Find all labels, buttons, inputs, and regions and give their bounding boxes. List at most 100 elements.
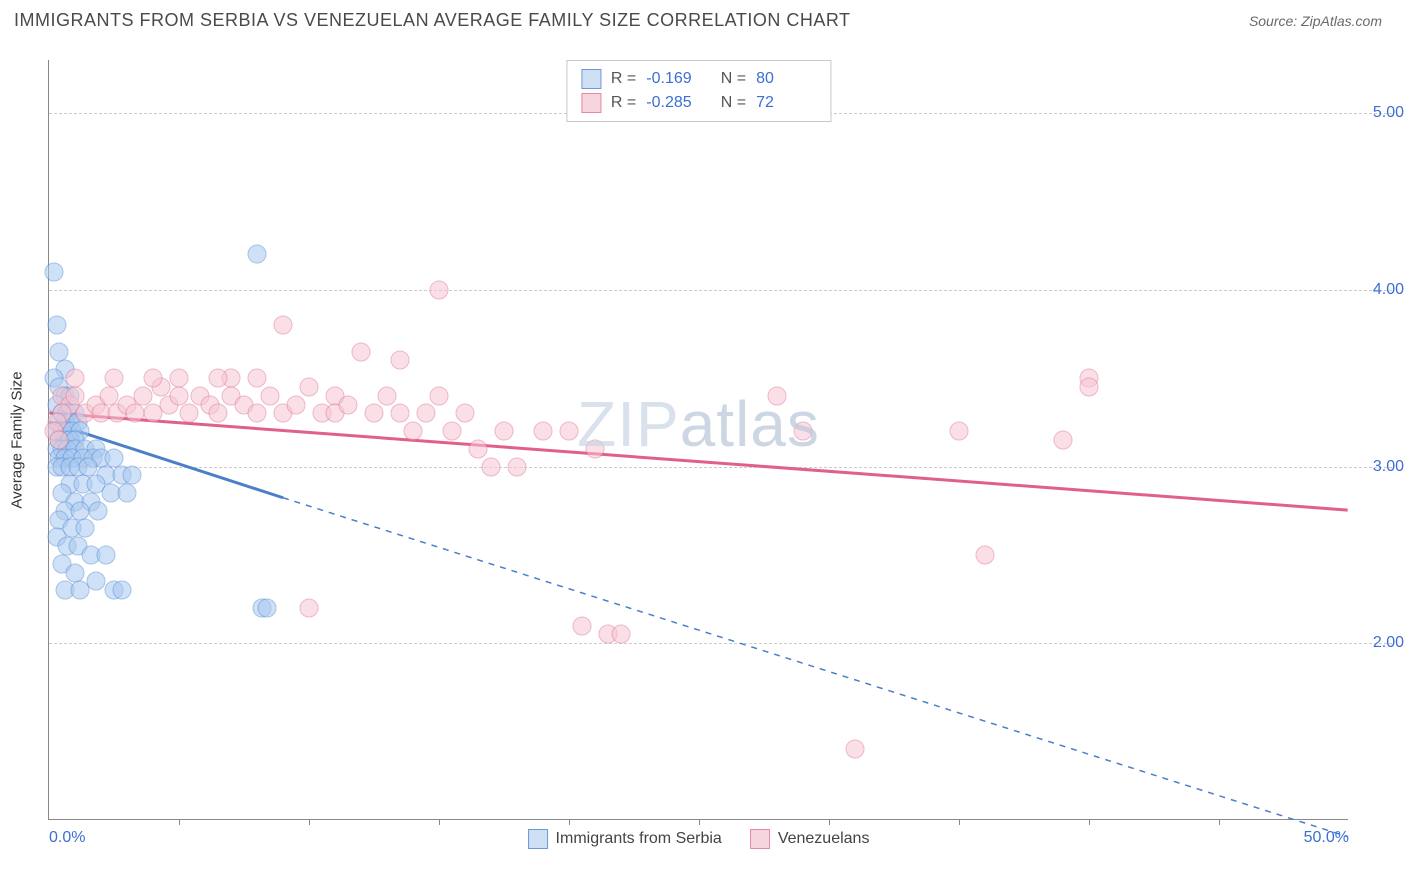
data-point-venezuela: [1054, 431, 1073, 450]
data-point-serbia: [105, 448, 124, 467]
data-point-venezuela: [248, 369, 267, 388]
legend-label-serbia: Immigrants from Serbia: [556, 830, 722, 848]
y-tick-label: 2.00: [1373, 634, 1404, 652]
data-point-serbia: [71, 501, 90, 520]
x-tick-label: 0.0%: [49, 829, 85, 847]
data-point-venezuela: [99, 386, 118, 405]
legend-item-venezuela: Venezuelans: [750, 829, 870, 849]
chart-plot-area: ZIPatlas 2.003.004.005.00 Average Family…: [48, 60, 1348, 820]
data-point-serbia: [76, 519, 95, 538]
x-tick-mark: [439, 819, 440, 825]
data-point-venezuela: [365, 404, 384, 423]
x-tick-mark: [1089, 819, 1090, 825]
data-point-serbia: [66, 563, 85, 582]
r-value-serbia: -0.169: [646, 70, 706, 88]
data-point-serbia: [50, 342, 69, 361]
data-point-serbia: [112, 581, 131, 600]
data-point-venezuela: [274, 316, 293, 335]
data-point-venezuela: [950, 422, 969, 441]
x-tick-mark: [1219, 819, 1220, 825]
x-tick-mark: [959, 819, 960, 825]
x-tick-mark: [829, 819, 830, 825]
data-point-serbia: [248, 245, 267, 264]
data-point-venezuela: [391, 404, 410, 423]
data-point-serbia: [79, 457, 98, 476]
data-point-serbia: [45, 263, 64, 282]
data-point-venezuela: [976, 545, 995, 564]
data-point-venezuela: [300, 598, 319, 617]
data-point-venezuela: [261, 386, 280, 405]
data-point-venezuela: [430, 280, 449, 299]
data-point-venezuela: [50, 431, 69, 450]
data-point-venezuela: [339, 395, 358, 414]
data-point-serbia: [118, 484, 137, 503]
y-tick-label: 5.00: [1373, 104, 1404, 122]
data-point-venezuela: [180, 404, 199, 423]
data-point-venezuela: [66, 386, 85, 405]
n-value-venezuela: 72: [756, 94, 816, 112]
data-point-venezuela: [144, 369, 163, 388]
data-point-venezuela: [378, 386, 397, 405]
trend-line-venezuela: [49, 413, 1347, 510]
chart-title: IMMIGRANTS FROM SERBIA VS VENEZUELAN AVE…: [14, 10, 851, 31]
data-point-venezuela: [456, 404, 475, 423]
trend-lines: [49, 60, 1348, 819]
y-tick-label: 4.00: [1373, 281, 1404, 299]
legend-label-venezuela: Venezuelans: [778, 830, 870, 848]
trend-line-dashed-serbia: [283, 498, 1348, 837]
series-legend: Immigrants from Serbia Venezuelans: [528, 829, 870, 849]
data-point-venezuela: [846, 740, 865, 759]
data-point-serbia: [97, 545, 116, 564]
data-point-venezuela: [508, 457, 527, 476]
legend-swatch-serbia: [581, 69, 601, 89]
x-tick-mark: [699, 819, 700, 825]
source-attribution: Source: ZipAtlas.com: [1249, 13, 1382, 29]
data-point-venezuela: [125, 404, 144, 423]
data-point-venezuela: [482, 457, 501, 476]
data-point-venezuela: [209, 369, 228, 388]
data-point-venezuela: [573, 616, 592, 635]
data-point-venezuela: [430, 386, 449, 405]
data-point-venezuela: [417, 404, 436, 423]
y-tick-label: 3.00: [1373, 458, 1404, 476]
data-point-venezuela: [1080, 377, 1099, 396]
correlation-legend: R = -0.169 N = 80 R = -0.285 N = 72: [566, 60, 831, 122]
data-point-venezuela: [133, 386, 152, 405]
data-point-venezuela: [768, 386, 787, 405]
data-point-serbia: [258, 598, 277, 617]
data-point-serbia: [71, 581, 90, 600]
data-point-venezuela: [469, 439, 488, 458]
data-point-venezuela: [105, 369, 124, 388]
y-axis-label: Average Family Size: [9, 371, 26, 508]
n-value-serbia: 80: [756, 70, 816, 88]
x-tick-label: 50.0%: [1304, 829, 1349, 847]
data-point-venezuela: [586, 439, 605, 458]
data-point-serbia: [123, 466, 142, 485]
data-point-venezuela: [352, 342, 371, 361]
n-label: N =: [716, 94, 746, 112]
data-point-venezuela: [443, 422, 462, 441]
data-point-venezuela: [560, 422, 579, 441]
data-point-venezuela: [404, 422, 423, 441]
legend-swatch-venezuela: [581, 93, 601, 113]
data-point-venezuela: [495, 422, 514, 441]
data-point-venezuela: [612, 625, 631, 644]
x-tick-mark: [569, 819, 570, 825]
legend-swatch-venezuela: [750, 829, 770, 849]
data-point-venezuela: [391, 351, 410, 370]
legend-swatch-serbia: [528, 829, 548, 849]
data-point-venezuela: [287, 395, 306, 414]
n-label: N =: [716, 70, 746, 88]
data-point-serbia: [89, 501, 108, 520]
x-tick-mark: [309, 819, 310, 825]
legend-item-serbia: Immigrants from Serbia: [528, 829, 722, 849]
data-point-venezuela: [209, 404, 228, 423]
data-point-venezuela: [534, 422, 553, 441]
data-point-venezuela: [300, 377, 319, 396]
data-point-serbia: [47, 316, 66, 335]
data-point-venezuela: [170, 386, 189, 405]
r-label: R =: [611, 94, 636, 112]
data-point-venezuela: [248, 404, 267, 423]
x-tick-mark: [179, 819, 180, 825]
r-value-venezuela: -0.285: [646, 94, 706, 112]
